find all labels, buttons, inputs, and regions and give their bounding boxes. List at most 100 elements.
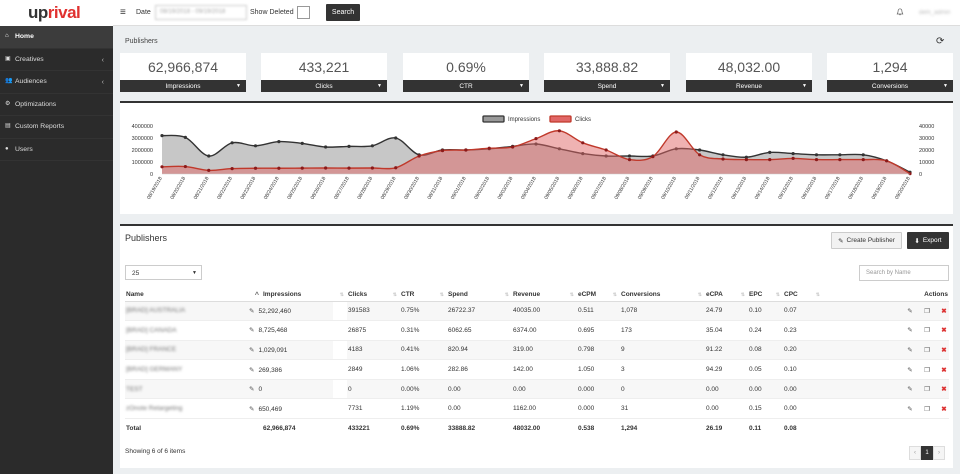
data-point-clicks[interactable] — [487, 146, 491, 150]
search-by-name-input[interactable]: Search by Name — [859, 265, 949, 281]
kpi-metric-selector[interactable]: Clicks ▼ — [261, 80, 387, 92]
kpi-metric-selector[interactable]: Revenue ▼ — [686, 80, 812, 92]
data-point-impressions[interactable] — [838, 153, 842, 157]
sidebar-item-optimizations[interactable]: ⚙ Optimizations — [0, 94, 113, 116]
delete-icon[interactable]: ✖ — [941, 386, 947, 394]
edit-icon[interactable]: ✎ — [907, 405, 913, 413]
copy-icon[interactable]: ❐ — [924, 366, 930, 374]
copy-icon[interactable]: ❐ — [924, 307, 930, 315]
show-deleted-checkbox[interactable] — [297, 6, 310, 19]
edit-impressions-icon[interactable]: ✎ — [249, 405, 255, 413]
delete-icon[interactable]: ✖ — [941, 307, 947, 315]
data-point-impressions[interactable] — [744, 155, 748, 159]
column-header-ecpm[interactable]: eCPM ⇅ — [577, 289, 620, 302]
edit-impressions-icon[interactable]: ✎ — [249, 346, 255, 354]
column-header-epc[interactable]: EPC ⇅ — [748, 289, 783, 302]
column-header-ctr[interactable]: CTR ⇅ — [400, 289, 447, 302]
data-point-clicks[interactable] — [838, 158, 842, 162]
data-point-impressions[interactable] — [183, 135, 187, 139]
date-range-input[interactable]: 08/19/2018 - 09/19/2018 — [155, 5, 247, 20]
data-point-impressions[interactable] — [394, 136, 398, 140]
sidebar-item-home[interactable]: ⌂ Home — [0, 26, 113, 49]
data-point-clicks[interactable] — [183, 164, 187, 169]
data-point-clicks[interactable] — [698, 153, 702, 157]
data-point-impressions[interactable] — [768, 150, 772, 154]
refresh-icon[interactable]: ⟳ — [936, 36, 945, 47]
edit-impressions-icon[interactable]: ✎ — [249, 327, 255, 335]
page-size-select[interactable]: 25 ▼ — [125, 265, 202, 280]
edit-icon[interactable]: ✎ — [907, 366, 913, 374]
data-point-impressions[interactable] — [721, 153, 725, 157]
edit-icon[interactable]: ✎ — [907, 346, 913, 354]
data-point-impressions[interactable] — [230, 141, 234, 145]
kpi-metric-selector[interactable]: Impressions ▼ — [120, 80, 246, 92]
column-header-name[interactable]: Name ^ — [125, 289, 262, 302]
data-point-clicks[interactable] — [253, 166, 258, 170]
publisher-name-link[interactable]: TEST — [126, 385, 143, 393]
data-point-clicks[interactable] — [581, 141, 585, 145]
edit-impressions-icon[interactable]: ✎ — [249, 386, 255, 394]
data-point-impressions[interactable] — [324, 145, 328, 149]
data-point-clicks[interactable] — [604, 148, 608, 152]
sidebar-item-custom-reports[interactable]: ▤ Custom Reports — [0, 116, 113, 139]
data-point-clicks[interactable] — [861, 158, 865, 162]
page-1-button[interactable]: 1 — [921, 446, 933, 460]
data-point-clicks[interactable] — [277, 166, 281, 170]
delete-icon[interactable]: ✖ — [941, 405, 947, 413]
data-point-clicks[interactable] — [370, 166, 374, 170]
sidebar-item-audiences[interactable]: 👥 Audiences ‹ — [0, 71, 113, 94]
edit-icon[interactable]: ✎ — [907, 327, 913, 335]
menu-icon[interactable]: ≡ — [120, 7, 126, 18]
data-point-impressions[interactable] — [207, 154, 211, 158]
data-point-clicks[interactable] — [674, 130, 678, 134]
search-button[interactable]: Search — [326, 4, 360, 21]
copy-icon[interactable]: ❐ — [924, 346, 930, 354]
publisher-name-link[interactable]: [BRAD] AUSTRALIA — [126, 307, 186, 315]
create-publisher-button[interactable]: ✎ Create Publisher — [831, 232, 902, 249]
column-header-impressions[interactable]: Impressions ⇅ — [262, 289, 347, 302]
data-point-impressions[interactable] — [160, 134, 164, 138]
data-point-clicks[interactable] — [557, 129, 561, 133]
publisher-name-link[interactable]: [BRAD] CANADA — [126, 326, 177, 334]
data-point-clicks[interactable] — [230, 167, 234, 171]
edit-impressions-icon[interactable]: ✎ — [249, 366, 255, 374]
data-point-impressions[interactable] — [791, 152, 795, 156]
data-point-clicks[interactable] — [160, 165, 164, 169]
data-point-clicks[interactable] — [651, 155, 655, 159]
edit-icon[interactable]: ✎ — [907, 386, 913, 394]
publisher-name-link[interactable]: [BRAD] FRANCE — [126, 346, 177, 354]
data-point-clicks[interactable] — [768, 158, 772, 162]
kpi-metric-selector[interactable]: Spend ▼ — [544, 80, 670, 92]
sidebar-item-creatives[interactable]: ▣ Creatives ‹ — [0, 49, 113, 71]
data-point-clicks[interactable] — [207, 168, 211, 172]
publisher-name-link[interactable]: [BRAD] GERMANY — [126, 366, 183, 374]
copy-icon[interactable]: ❐ — [924, 386, 930, 394]
data-point-impressions[interactable] — [861, 153, 865, 157]
data-point-impressions[interactable] — [627, 154, 632, 158]
copy-icon[interactable]: ❐ — [924, 405, 930, 413]
export-button[interactable]: ⬇ Export — [907, 232, 949, 249]
data-point-impressions[interactable] — [300, 141, 304, 145]
publisher-name-link[interactable]: zOnote Retargeting — [126, 405, 183, 413]
data-point-impressions[interactable] — [370, 144, 374, 148]
column-header-spend[interactable]: Spend ⇅ — [447, 289, 512, 302]
data-point-clicks[interactable] — [791, 156, 795, 160]
column-header-conversions[interactable]: Conversions ⇅ — [620, 289, 705, 302]
data-point-impressions[interactable] — [814, 153, 819, 157]
data-point-clicks[interactable] — [908, 172, 912, 176]
data-point-clicks[interactable] — [627, 158, 632, 162]
column-header-cpc[interactable]: CPC ⇅ — [783, 289, 823, 302]
column-header-ecpa[interactable]: eCPA ⇅ — [705, 289, 748, 302]
data-point-clicks[interactable] — [721, 157, 725, 161]
data-point-impressions[interactable] — [277, 140, 281, 144]
column-header-revenue[interactable]: Revenue ⇅ — [512, 289, 577, 302]
next-page-button[interactable]: › — [933, 446, 945, 460]
copy-icon[interactable]: ❐ — [924, 327, 930, 335]
column-header-actions[interactable]: Actions — [823, 289, 949, 302]
data-point-clicks[interactable] — [394, 166, 398, 170]
column-header-clicks[interactable]: Clicks ⇅ — [347, 289, 400, 302]
data-point-impressions[interactable] — [698, 148, 702, 152]
delete-icon[interactable]: ✖ — [941, 366, 947, 374]
sidebar-item-users[interactable]: ● Users — [0, 139, 113, 161]
delete-icon[interactable]: ✖ — [941, 346, 947, 354]
